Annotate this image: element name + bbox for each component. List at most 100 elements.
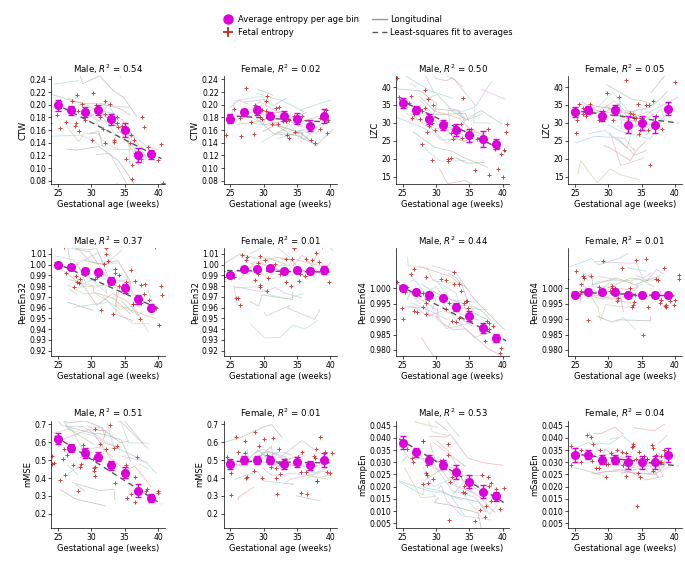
Point (443, 451, 453, 460)
X-axis label: Gestational age (weeks): Gestational age (weeks) (574, 544, 676, 553)
Point (95, 305, 106, 314)
Point (580, 111, 591, 120)
Y-axis label: PermEn32: PermEn32 (18, 281, 27, 324)
Point (136, 298, 147, 307)
Point (620, 75, 631, 84)
Point (620, 472, 631, 481)
Point (128, 136, 139, 145)
Point (230, 294, 241, 303)
Point (453, 279, 464, 288)
Point (98, 125, 109, 134)
Point (66, 97, 77, 106)
Point (316, 241, 327, 250)
Point (251, 455, 262, 464)
Point (664, 103, 675, 112)
Point (422, 470, 433, 479)
Title: Male, $R^2$ = 0.37: Male, $R^2$ = 0.37 (73, 234, 143, 248)
Point (76, 99, 87, 108)
Point (104, 414, 115, 423)
Point (630, 455, 641, 464)
Point (421, 469, 432, 478)
Point (54, 124, 65, 133)
Point (233, 293, 244, 302)
X-axis label: Gestational age (weeks): Gestational age (weeks) (574, 200, 676, 209)
Point (445, 128, 456, 137)
Point (213, 450, 224, 459)
Point (136, 112, 147, 121)
Point (254, 281, 265, 290)
Point (316, 266, 327, 275)
Point (47, 460, 58, 469)
Point (314, 433, 325, 442)
Point (420, 104, 431, 113)
Title: Male, $R^2$ = 0.54: Male, $R^2$ = 0.54 (73, 62, 143, 76)
Point (406, 269, 417, 278)
Point (490, 144, 501, 153)
Point (240, 255, 251, 264)
Point (273, 444, 284, 453)
Point (583, 316, 594, 325)
Point (68, 283, 79, 292)
Point (647, 97, 658, 106)
Point (571, 115, 582, 124)
Point (578, 273, 589, 282)
Point (408, 109, 419, 118)
Point (71, 119, 82, 128)
Point (584, 99, 595, 108)
Point (290, 127, 301, 136)
Point (561, 102, 572, 111)
Point (403, 99, 414, 108)
Point (125, 131, 136, 140)
Point (110, 268, 121, 277)
Point (610, 284, 621, 293)
Point (266, 463, 277, 472)
Point (614, 93, 625, 102)
Y-axis label: mSampEn: mSampEn (358, 453, 367, 496)
Y-axis label: mMSE: mMSE (23, 462, 32, 488)
Point (497, 173, 508, 182)
Point (154, 320, 165, 329)
X-axis label: Gestational age (weeks): Gestational age (weeks) (57, 544, 159, 553)
Point (450, 318, 461, 327)
Point (324, 468, 335, 477)
Point (72, 90, 83, 99)
Point (612, 108, 623, 117)
Y-axis label: mSampEn: mSampEn (530, 453, 539, 496)
Point (310, 249, 321, 258)
Point (82, 450, 92, 459)
Point (620, 119, 631, 128)
Point (112, 112, 123, 121)
Point (248, 466, 259, 475)
Point (62, 450, 73, 459)
Point (434, 457, 445, 466)
Point (306, 255, 317, 264)
Point (414, 115, 425, 124)
Point (560, 462, 571, 471)
Point (599, 114, 610, 123)
Point (74, 279, 85, 288)
Point (427, 155, 438, 164)
Point (101, 249, 112, 258)
Point (292, 453, 303, 462)
Point (228, 273, 239, 282)
Point (455, 286, 466, 295)
Point (607, 284, 618, 293)
Title: Male, $R^2$ = 0.53: Male, $R^2$ = 0.53 (418, 407, 488, 420)
X-axis label: Gestational age (weeks): Gestational age (weeks) (229, 200, 332, 209)
Point (624, 283, 635, 292)
Point (612, 297, 623, 306)
Point (309, 452, 320, 461)
Point (484, 361, 495, 370)
Point (90, 274, 101, 283)
Point (651, 112, 662, 121)
Point (412, 307, 423, 316)
Point (250, 276, 261, 285)
Point (282, 130, 293, 139)
Point (55, 476, 66, 485)
Point (273, 103, 284, 112)
Point (655, 457, 666, 466)
Point (436, 275, 447, 284)
Point (240, 473, 251, 483)
Point (617, 461, 628, 470)
Point (88, 88, 99, 97)
